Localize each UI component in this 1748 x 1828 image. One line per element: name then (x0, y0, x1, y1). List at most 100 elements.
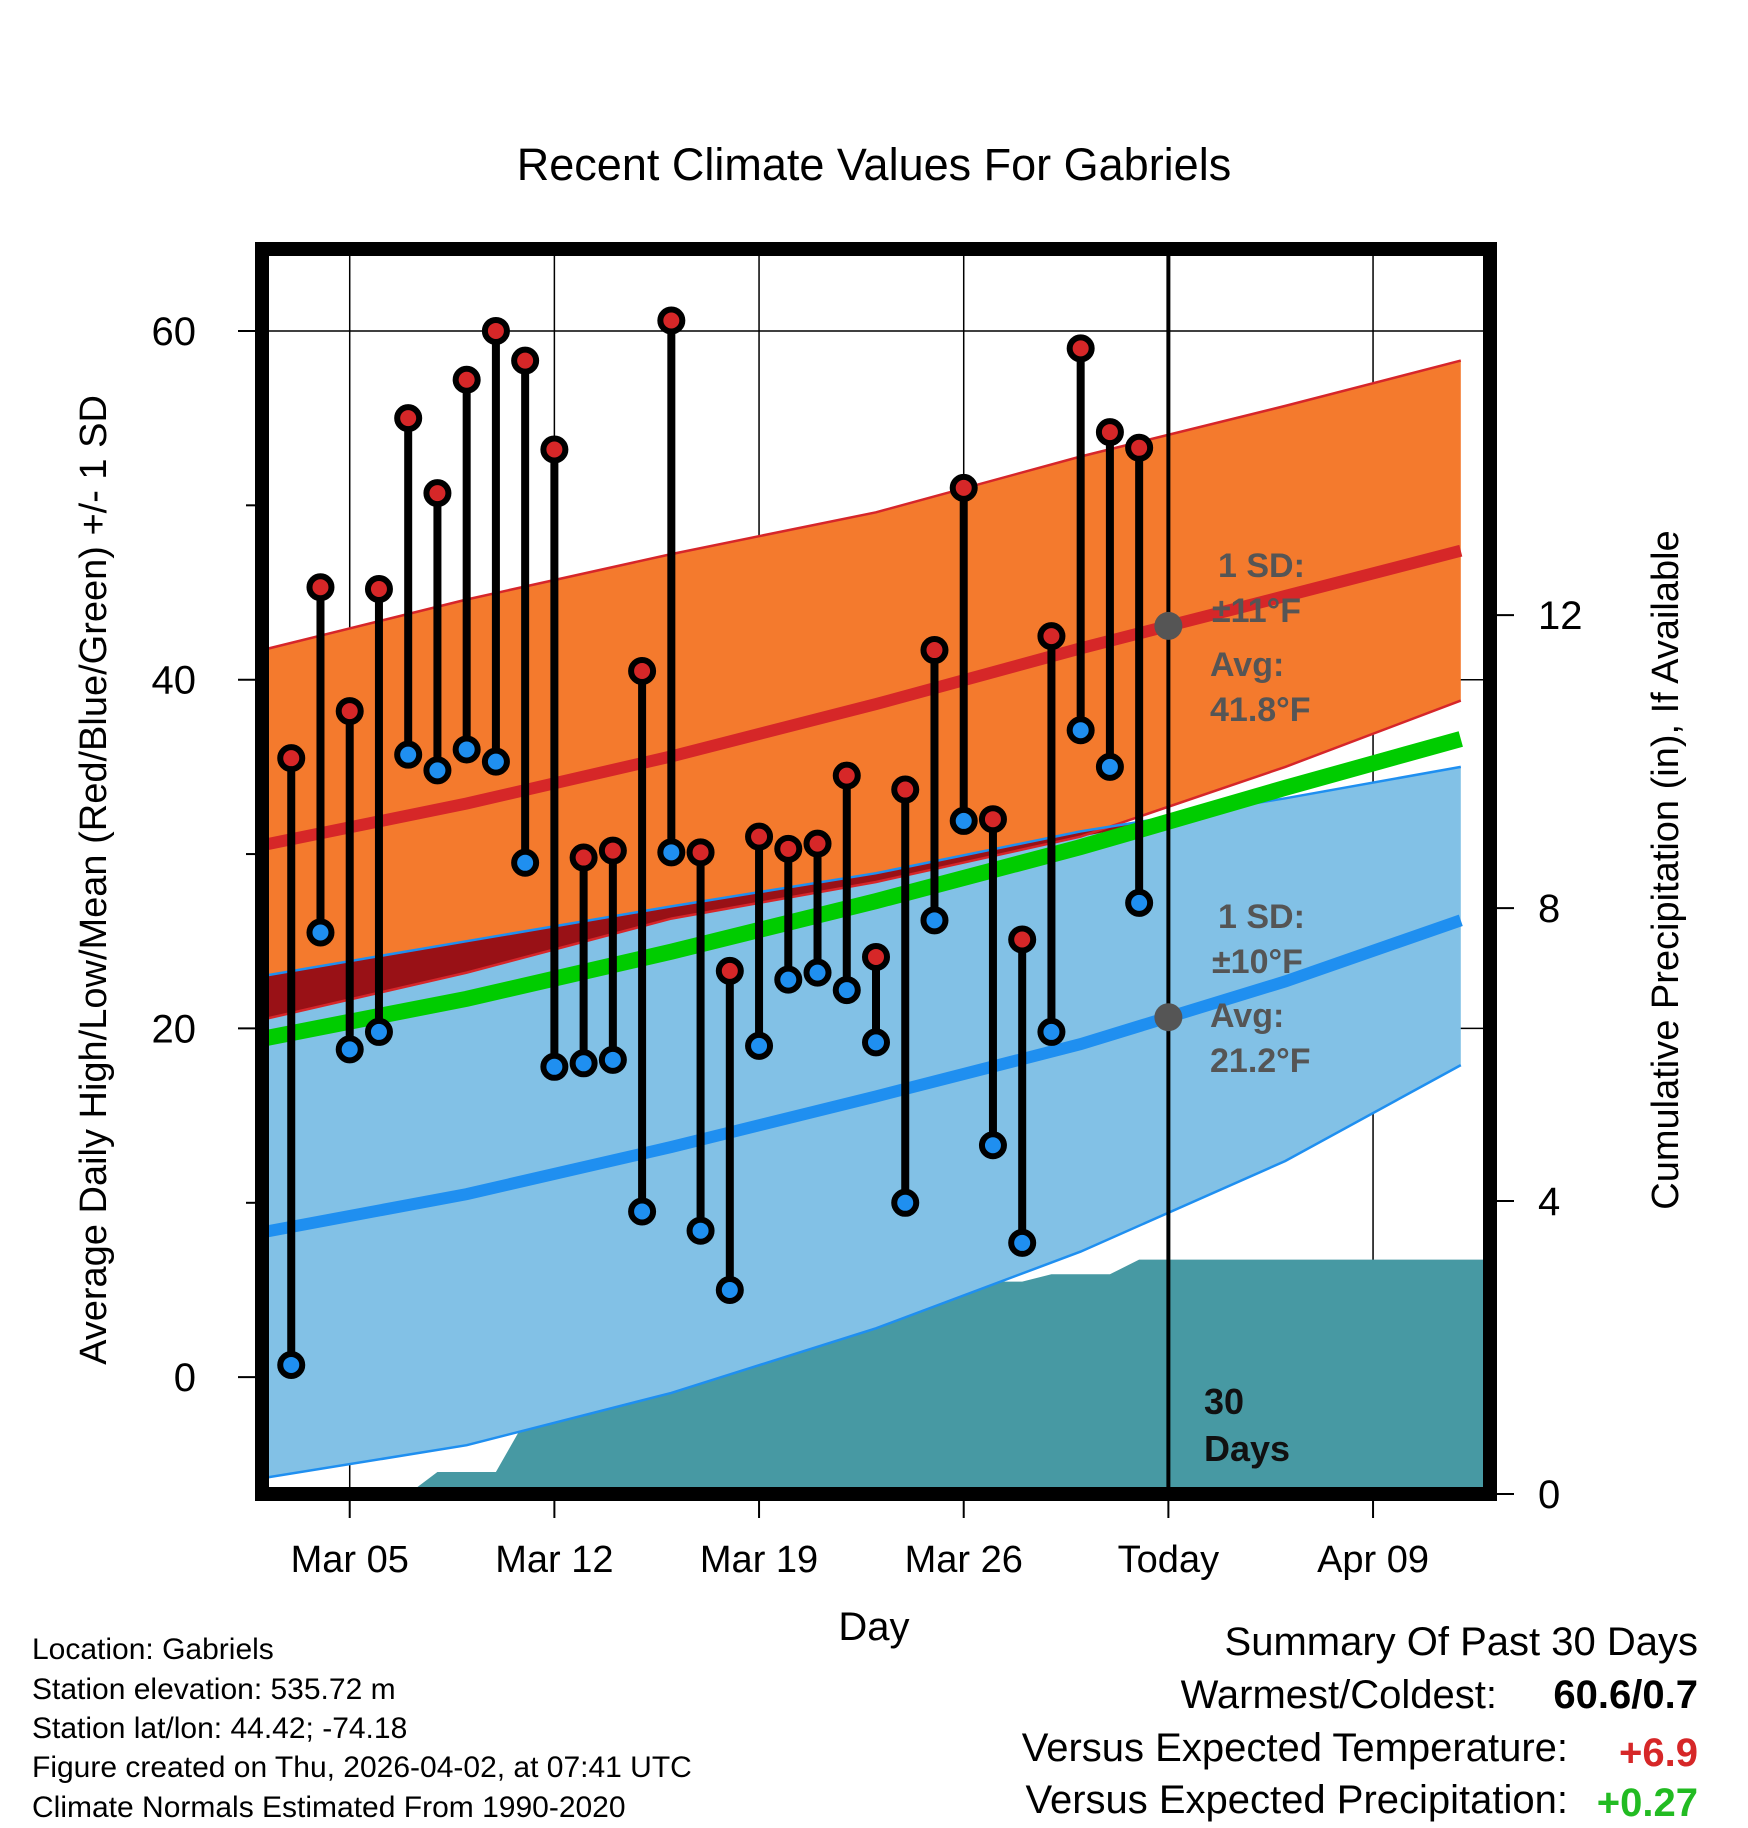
x-tick-label: Mar 12 (495, 1539, 613, 1581)
day-observation (423, 479, 452, 785)
day-observation (949, 473, 978, 835)
low-sd-upper-edge (262, 765, 1462, 978)
observed-low-point (335, 1035, 364, 1064)
y2-tick-label: 12 (1538, 594, 1583, 638)
observed-high-point (511, 346, 540, 375)
observed-low-point (1037, 1017, 1066, 1046)
low-avg-value: 21.2°F (1210, 1042, 1311, 1080)
station-info: Location: Gabriels Station elevation: 53… (32, 1633, 692, 1824)
y2-tick-label: 0 (1538, 1473, 1560, 1517)
day-observation (628, 656, 657, 1226)
observed-high-point (891, 775, 920, 804)
summary-precip-value: +0.27 (1597, 1781, 1698, 1825)
day-observation (394, 404, 423, 769)
day-observation (452, 365, 481, 764)
observed-low-point (394, 740, 423, 769)
observed-low-point (540, 1052, 569, 1081)
observed-high-point (394, 404, 423, 433)
y-axis-ticks: 0 20 40 60 (152, 310, 255, 1400)
observed-high-point (452, 365, 481, 394)
observed-low-point (423, 756, 452, 785)
summary-heading: Summary Of Past 30 Days (1225, 1620, 1698, 1664)
observed-high-point (335, 697, 364, 726)
day-observation (832, 761, 861, 1005)
day-observation (657, 306, 686, 867)
day-observation (1008, 925, 1037, 1257)
summary-temp-label: Versus Expected Temperature: (1022, 1726, 1568, 1770)
summary-precip-label: Versus Expected Precipitation: (1025, 1778, 1568, 1822)
low-avg-label: Avg: (1210, 997, 1284, 1035)
summary-temp-value: +6.9 (1619, 1731, 1698, 1775)
observed-low-point (803, 958, 832, 987)
observed-high-point (949, 473, 978, 502)
observed-high-point (1095, 418, 1124, 447)
window-days-unit: Days (1204, 1428, 1290, 1469)
summary-warmest-label: Warmest/Coldest: (1181, 1673, 1497, 1717)
high-sd-lower-edge (262, 699, 1462, 1021)
day-observation (803, 829, 832, 987)
observed-low-point (1066, 716, 1095, 745)
series-layer (262, 249, 1490, 1494)
observed-high-point (920, 636, 949, 665)
info-created: Figure created on Thu, 2026-04-02, at 07… (32, 1751, 692, 1784)
observed-low-point (862, 1028, 890, 1057)
y2-axis-label: Cumulative Precipitation (in), If Availa… (1645, 530, 1687, 1209)
observation-bars (277, 306, 1154, 1379)
day-observation (277, 744, 306, 1379)
observed-low-point (715, 1275, 744, 1304)
day-observation (891, 775, 920, 1217)
day-observation (1125, 433, 1154, 917)
window-annotation: 30 Days (1204, 1381, 1290, 1469)
observed-low-point (891, 1188, 920, 1217)
day-observation (920, 636, 949, 935)
day-observation (862, 942, 890, 1057)
info-latlon: Station lat/lon: 44.42; -74.18 (32, 1712, 407, 1745)
x-axis-ticks: Mar 05 Mar 12 Mar 19 Mar 26 Today Apr 09 (291, 1501, 1429, 1581)
x-tick-label: Apr 09 (1317, 1539, 1429, 1581)
observed-high-point (569, 843, 598, 872)
observed-high-point (1125, 433, 1154, 462)
observed-low-point (481, 747, 510, 776)
observed-high-point (978, 805, 1007, 834)
day-observation (364, 575, 393, 1046)
observed-low-point (657, 838, 686, 867)
observed-low-point (364, 1017, 393, 1046)
day-observation (1037, 622, 1066, 1046)
day-observation (598, 836, 627, 1074)
observed-high-point (540, 435, 569, 464)
observed-high-point (745, 822, 774, 851)
day-observation (1066, 334, 1095, 745)
low-sd-lower-edge (262, 1064, 1462, 1480)
y-axis-label: Average Daily High/Low/Mean (Red/Blue/Gr… (73, 395, 115, 1365)
x-tick-label: Today (1118, 1539, 1219, 1581)
observed-high-point (686, 838, 715, 867)
window-days-number: 30 (1204, 1381, 1244, 1422)
observed-high-point (306, 573, 335, 602)
observed-high-point (364, 575, 393, 604)
observed-low-point (1095, 752, 1124, 781)
observed-high-point (481, 316, 510, 345)
y2-tick-label: 8 (1538, 887, 1560, 931)
observed-high-point (423, 479, 452, 508)
normal-high-line (262, 544, 1463, 852)
high-sd-label: 1 SD: (1218, 547, 1305, 585)
x-tick-label: Mar 19 (700, 1539, 818, 1581)
day-observation (774, 834, 803, 994)
observed-high-point (715, 956, 744, 985)
observed-low-point (598, 1045, 627, 1074)
x-axis-label: Day (838, 1605, 909, 1649)
high-sd-value: ±11°F (1212, 592, 1301, 630)
high-avg-value: 41.8°F (1210, 691, 1311, 729)
observed-low-point (452, 735, 481, 764)
x-tick-label: Mar 05 (291, 1539, 409, 1581)
x-tick-label: Mar 26 (905, 1539, 1023, 1581)
info-normals: Climate Normals Estimated From 1990-2020 (32, 1791, 626, 1824)
day-observation (335, 697, 364, 1064)
observed-high-point (803, 829, 832, 858)
low-annotation: 1 SD: ±10°F Avg: 21.2°F (1210, 898, 1311, 1080)
summary-warmest-value: 60.6/0.7 (1553, 1673, 1698, 1717)
chart-title: Recent Climate Values For Gabriels (517, 139, 1231, 190)
high-annotation: 1 SD: ±11°F Avg: 41.8°F (1210, 547, 1311, 729)
observed-low-point (277, 1350, 306, 1379)
